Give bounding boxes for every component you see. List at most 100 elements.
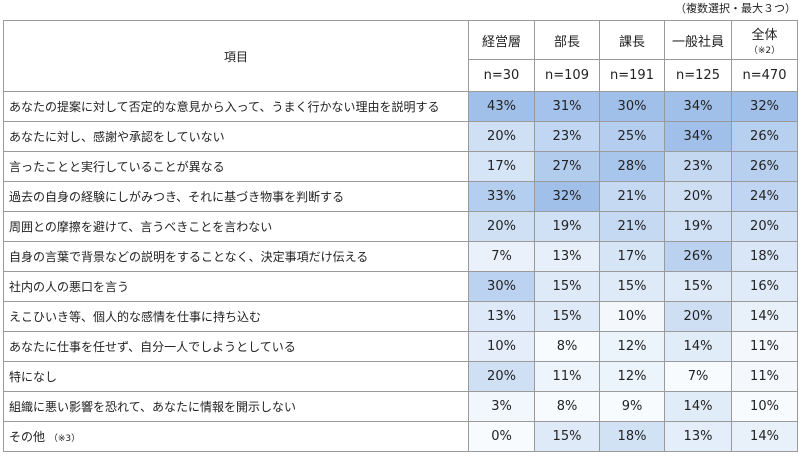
value-cell: 25%: [599, 121, 665, 152]
item-cell: 組織に悪い影響を恐れて、あなたに情報を開示しない: [3, 391, 469, 422]
value-cell: 20%: [731, 211, 798, 242]
item-header: 項目: [3, 20, 469, 92]
value-cell: 11%: [731, 361, 798, 392]
item-cell: あなたに対し、感謝や承認をしていない: [3, 121, 469, 152]
value-cell: 8%: [534, 391, 600, 422]
value-cell: 26%: [664, 241, 732, 272]
column-header: 経営層: [468, 20, 535, 60]
table-row: あなたに仕事を任せず、自分一人でしようとしている 10% 8% 12% 14% 11%: [3, 331, 798, 362]
table-row: 組織に悪い影響を恐れて、あなたに情報を開示しない 3% 8% 9% 14% 10%: [3, 391, 798, 422]
value-cell: 16%: [731, 271, 798, 302]
table-row: あなたに対し、感謝や承認をしていない 20% 23% 25% 34% 26%: [3, 121, 798, 152]
value-cell: 18%: [731, 241, 798, 272]
value-cell: 30%: [468, 271, 535, 302]
column-header: 部長: [534, 20, 600, 60]
results-table: 項目 経営層 部長 課長 一般社員 全体 （※2） n=30 n=109 n=191 n=125 n…: [3, 20, 798, 452]
value-cell: 31%: [534, 91, 600, 122]
value-cell: 10%: [468, 331, 535, 362]
value-cell: 7%: [468, 241, 535, 272]
value-cell: 15%: [599, 271, 665, 302]
value-cell: 32%: [731, 91, 798, 122]
item-label: あなたの提案に対して否定的な意見から入って、うまく行かない理由を説明する: [9, 100, 440, 114]
column-note: （※2）: [748, 46, 781, 56]
value-cell: 8%: [534, 331, 600, 362]
value-cell: 14%: [664, 391, 732, 422]
column-label: 経営層: [481, 34, 521, 50]
table-body: あなたの提案に対して否定的な意見から入って、うまく行かない理由を説明する 43% 3…: [3, 91, 798, 452]
value-cell: 15%: [534, 301, 600, 332]
table-row: その他 （※3） 0% 15% 18% 13% 14%: [3, 421, 798, 452]
value-cell: 17%: [599, 241, 665, 272]
item-label: その他: [9, 430, 46, 444]
value-cell: 15%: [534, 271, 600, 302]
value-cell: 14%: [664, 331, 732, 362]
column-label: 全体: [751, 28, 778, 43]
value-cell: 21%: [599, 181, 665, 212]
sample-size: n=191: [599, 59, 665, 92]
column-header: 課長: [599, 20, 665, 60]
value-cell: 20%: [664, 181, 732, 212]
sample-size: n=470: [731, 59, 798, 92]
item-cell: あなたの提案に対して否定的な意見から入って、うまく行かない理由を説明する: [3, 91, 469, 122]
column-header: 一般社員: [664, 20, 732, 60]
value-cell: 12%: [599, 331, 665, 362]
item-label: 言ったことと実行していることが異なる: [9, 160, 225, 174]
value-cell: 10%: [731, 391, 798, 422]
item-label: 特になし: [9, 370, 58, 384]
value-cell: 26%: [731, 121, 798, 152]
value-cell: 18%: [599, 421, 665, 452]
table-row: 社内の人の悪口を言う 30% 15% 15% 15% 16%: [3, 271, 798, 302]
item-note: （※3）: [48, 434, 81, 444]
value-cell: 24%: [731, 181, 798, 212]
item-cell: 社内の人の悪口を言う: [3, 271, 469, 302]
item-label: 組織に悪い影響を恐れて、あなたに情報を開示しない: [9, 400, 297, 414]
value-cell: 27%: [534, 151, 600, 182]
value-cell: 15%: [534, 421, 600, 452]
value-cell: 34%: [664, 121, 732, 152]
value-cell: 11%: [731, 331, 798, 362]
value-cell: 15%: [664, 271, 732, 302]
value-cell: 26%: [731, 151, 798, 182]
value-cell: 21%: [599, 211, 665, 242]
table-row: あなたの提案に対して否定的な意見から入って、うまく行かない理由を説明する 43% 3…: [3, 91, 798, 122]
item-cell: えこひいき等、個人的な感情を仕事に持ち込む: [3, 301, 469, 332]
value-cell: 3%: [468, 391, 535, 422]
item-cell: その他 （※3）: [3, 421, 469, 452]
column-label: 一般社員: [671, 34, 724, 50]
value-cell: 0%: [468, 421, 535, 452]
value-cell: 32%: [534, 181, 600, 212]
item-label: えこひいき等、個人的な感情を仕事に持ち込む: [9, 310, 262, 324]
table-row: 自身の言葉で背景などの説明をすることなく、決定事項だけ伝える 7% 13% 17% 26…: [3, 241, 798, 272]
table-row: えこひいき等、個人的な感情を仕事に持ち込む 13% 15% 10% 20% 14%: [3, 301, 798, 332]
item-cell: 特になし: [3, 361, 469, 392]
value-cell: 9%: [599, 391, 665, 422]
value-cell: 13%: [468, 301, 535, 332]
table-row: 周囲との摩擦を避けて、言うべきことを言わない 20% 19% 21% 19% 20%: [3, 211, 798, 242]
item-label: 過去の自身の経験にしがみつき、それに基づき物事を判断する: [9, 190, 345, 204]
value-cell: 13%: [664, 421, 732, 452]
value-cell: 30%: [599, 91, 665, 122]
item-label: 社内の人の悪口を言う: [9, 280, 130, 294]
item-cell: 言ったことと実行していることが異なる: [3, 151, 469, 182]
sample-size: n=30: [468, 59, 535, 92]
value-cell: 11%: [534, 361, 600, 392]
value-cell: 23%: [664, 151, 732, 182]
value-cell: 17%: [468, 151, 535, 182]
value-cell: 34%: [664, 91, 732, 122]
value-cell: 14%: [731, 421, 798, 452]
table-row: 言ったことと実行していることが異なる 17% 27% 28% 23% 26%: [3, 151, 798, 182]
value-cell: 12%: [599, 361, 665, 392]
value-cell: 19%: [664, 211, 732, 242]
table-row: 過去の自身の経験にしがみつき、それに基づき物事を判断する 33% 32% 21% 20%…: [3, 181, 798, 212]
value-cell: 20%: [468, 121, 535, 152]
value-cell: 43%: [468, 91, 535, 122]
item-cell: 周囲との摩擦を避けて、言うべきことを言わない: [3, 211, 469, 242]
value-cell: 19%: [534, 211, 600, 242]
sample-size: n=125: [664, 59, 732, 92]
item-label: 自身の言葉で背景などの説明をすることなく、決定事項だけ伝える: [9, 250, 369, 264]
item-cell: 自身の言葉で背景などの説明をすることなく、決定事項だけ伝える: [3, 241, 469, 272]
item-label: あなたに仕事を任せず、自分一人でしようとしている: [9, 340, 296, 354]
table-head: 項目 経営層 部長 課長 一般社員 全体 （※2） n=30 n=109 n=191 n=125 n…: [3, 20, 798, 92]
sample-size: n=109: [534, 59, 600, 92]
